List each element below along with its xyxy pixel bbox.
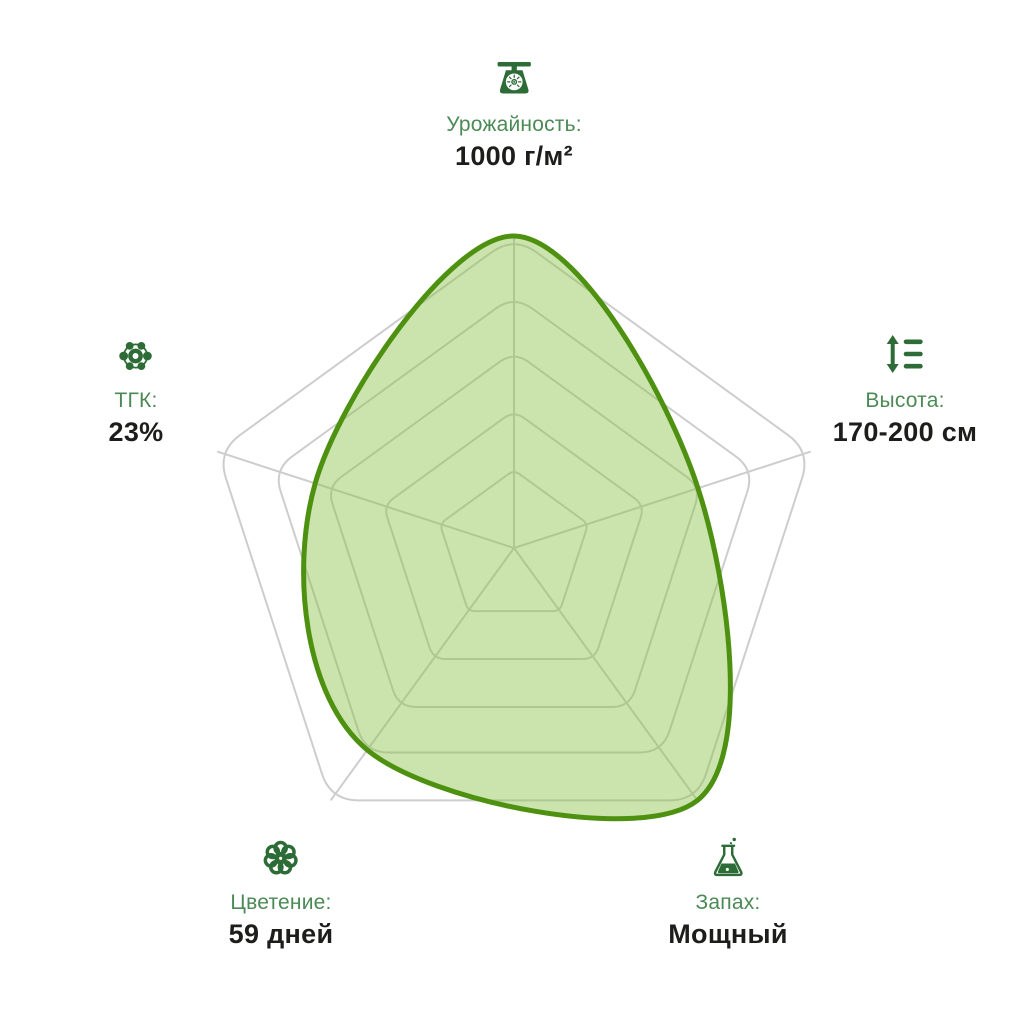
axis-label: Цветение: (230, 891, 332, 914)
axis-value: 1000 г/м² (455, 141, 573, 172)
axis-value: Мощный (668, 919, 788, 950)
atom-icon (114, 334, 158, 376)
radar-grid-ring (222, 243, 806, 802)
radar-grid-ring (385, 413, 643, 661)
radar-axis-line (329, 547, 515, 801)
axis-flowering: Цветение: 59 дней (229, 836, 334, 950)
radar-grid-ring (330, 355, 698, 709)
axis-label: ТГК: (114, 389, 158, 412)
axis-label: Урожайность: (446, 113, 582, 136)
axis-value: 59 дней (228, 919, 334, 950)
radar-axis-line (513, 450, 812, 549)
radar-grid-ring (440, 471, 588, 613)
radar-grid-ring (277, 300, 751, 754)
scale-icon (493, 58, 535, 100)
height-icon (883, 334, 927, 376)
axis-yield: Урожайность: 1000 г/м² (446, 58, 582, 172)
axis-value: 23% (108, 417, 164, 448)
axis-thc: ТГК: 23% (109, 334, 164, 448)
radar-axis-line (216, 450, 515, 549)
flask-icon (708, 836, 748, 878)
radar-axis-line (513, 547, 699, 801)
axis-height: Высота: 170-200 см (833, 334, 978, 448)
axis-value: 170-200 см (832, 417, 978, 448)
radar-data-area (301, 233, 733, 822)
flower-icon (259, 836, 303, 878)
axis-label: Запах: (695, 891, 761, 914)
axis-smell: Запах: Мощный (668, 836, 788, 950)
axis-label: Высота: (865, 389, 945, 412)
